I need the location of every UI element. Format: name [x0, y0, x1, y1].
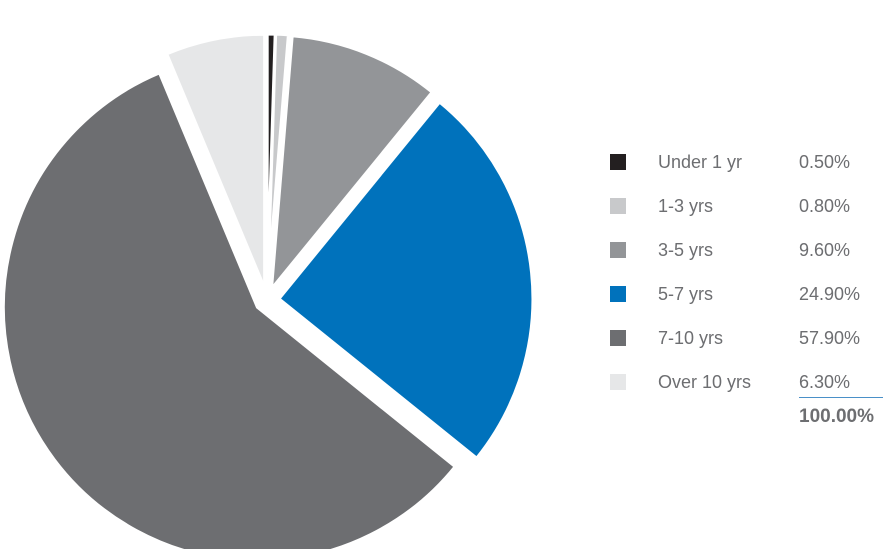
- pie-slice-3-5-yrs: [269, 34, 435, 294]
- legend-row-1-3-yrs: 1-3 yrs 0.80%: [610, 194, 884, 238]
- legend-swatch-over-10-yrs: [610, 374, 626, 390]
- legend: Under 1 yr 0.50% 1-3 yrs 0.80% 3-5 yrs 9…: [610, 150, 884, 427]
- legend-value-3-5-yrs: 9.60%: [799, 240, 851, 260]
- pie-slice-1-3-yrs: [266, 32, 291, 289]
- legend-swatch-under-1-yr: [610, 154, 626, 170]
- pie-slice-over-10-yrs: [164, 32, 267, 289]
- legend-swatch-5-7-yrs: [610, 286, 626, 302]
- legend-row-under-1-yr: Under 1 yr 0.50%: [610, 150, 884, 194]
- legend-value-under-1-yr: 0.50%: [799, 152, 851, 172]
- legend-swatch-1-3-yrs: [610, 198, 626, 214]
- legend-value-over-10-yrs: 6.30%: [799, 372, 851, 392]
- legend-swatch-7-10-yrs: [610, 330, 626, 346]
- legend-label-under-1-yr: Under 1 yr: [658, 152, 743, 172]
- legend-label-over-10-yrs: Over 10 yrs: [658, 372, 752, 392]
- legend-row-7-10-yrs: 7-10 yrs 57.90%: [610, 326, 884, 370]
- legend-value-1-3-yrs: 0.80%: [799, 196, 851, 216]
- legend-value-7-10-yrs: 57.90%: [799, 328, 861, 348]
- legend-row-5-7-yrs: 5-7 yrs 24.90%: [610, 282, 884, 326]
- legend-value-5-7-yrs: 24.90%: [799, 284, 861, 304]
- legend-row-3-5-yrs: 3-5 yrs 9.60%: [610, 238, 884, 282]
- legend-label-1-3-yrs: 1-3 yrs: [658, 196, 714, 216]
- total-value: 100.00%: [799, 406, 875, 427]
- legend-label-3-5-yrs: 3-5 yrs: [658, 240, 714, 260]
- legend-label-7-10-yrs: 7-10 yrs: [658, 328, 724, 348]
- legend-swatch-3-5-yrs: [610, 242, 626, 258]
- total-divider: [799, 397, 883, 398]
- pie-slice-7-10-yrs: [1, 70, 458, 549]
- legend-row-over-10-yrs: Over 10 yrs 6.30%: [610, 370, 884, 414]
- legend-label-5-7-yrs: 5-7 yrs: [658, 284, 714, 304]
- pie-slice-5-7-yrs: [276, 99, 535, 461]
